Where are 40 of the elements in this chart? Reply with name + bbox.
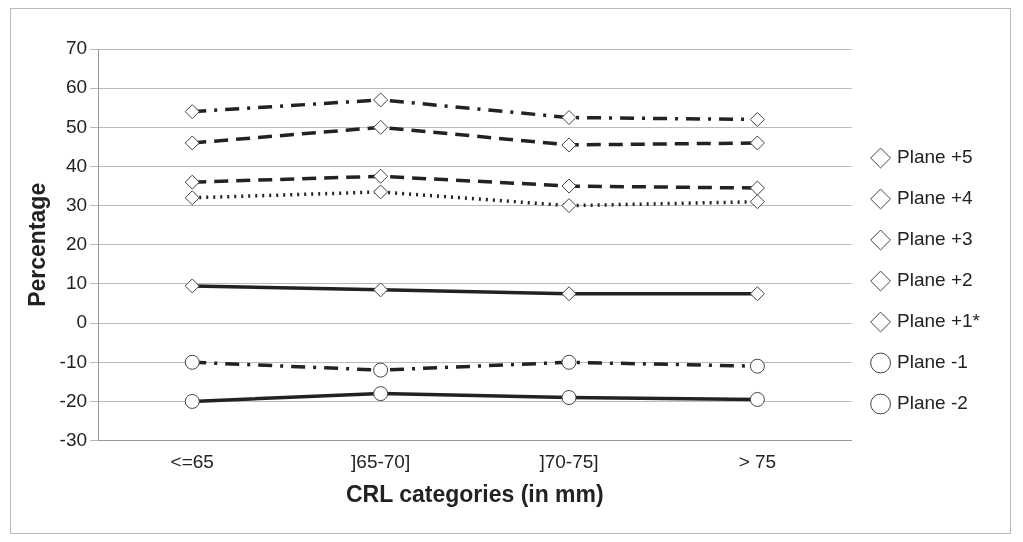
point [561,137,577,153]
point [373,282,389,298]
point [373,168,389,184]
x-tick-label: ]70-75] [539,451,599,473]
point [184,393,200,409]
y-tick-label: 0 [76,311,88,333]
point [749,391,765,407]
y-tick-label: 50 [65,115,88,137]
legend-label: Plane -2 [897,392,968,414]
y-tick-label: 10 [65,272,88,294]
legend-label: Plane +3 [897,228,973,250]
point [749,111,765,127]
x-tick-label: <=65 [170,451,214,473]
point [749,358,765,374]
x-axis-title: CRL categories (in mm) [345,480,604,507]
point [373,386,389,402]
y-tick-label: 20 [65,233,88,255]
legend-label: Plane +4 [897,187,974,209]
y-tick-label: -20 [59,389,88,411]
legend-label: Plane +5 [897,146,973,168]
y-axis-title: Percentage [24,182,51,307]
y-tick-label: 30 [65,193,88,215]
y-tick-label: 60 [65,76,88,98]
point [561,354,577,370]
point [561,178,577,194]
point [561,286,577,302]
point [373,362,389,378]
y-tick-label: 40 [65,154,88,176]
legend-label: Plane -1 [897,351,968,373]
point [373,119,389,135]
point [184,278,200,294]
y-tick-label: 70 [65,37,88,59]
legend-label: Plane +2 [897,269,973,291]
point [184,354,200,370]
x-tick-label: > 75 [738,451,777,473]
legend-label: Plane +1* [897,310,981,332]
y-tick-label: -10 [59,350,88,372]
x-tick-label: ]65-70] [351,451,411,473]
y-tick-label: -30 [59,428,88,450]
point [561,390,577,406]
